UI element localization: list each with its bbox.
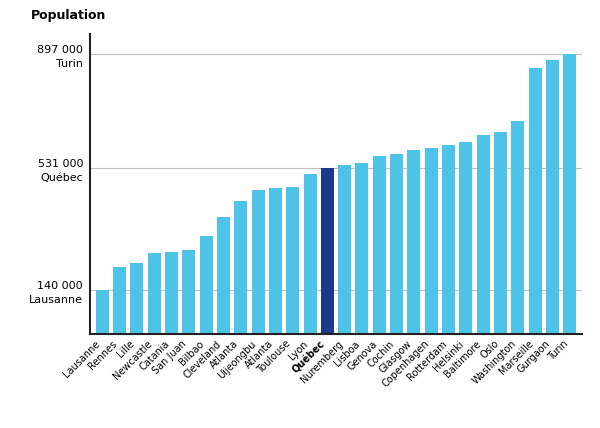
Bar: [304, 174, 317, 334]
Bar: [113, 267, 126, 334]
Bar: [442, 145, 455, 334]
Bar: [165, 252, 178, 334]
Bar: [321, 168, 334, 334]
Bar: [563, 54, 577, 334]
Text: Population: Population: [31, 9, 106, 22]
Bar: [148, 253, 161, 334]
Bar: [355, 163, 368, 334]
Bar: [373, 156, 386, 334]
Bar: [251, 190, 265, 334]
Bar: [130, 263, 143, 334]
Bar: [494, 132, 507, 334]
Bar: [234, 201, 247, 334]
Bar: [217, 217, 230, 334]
Bar: [407, 150, 421, 334]
Bar: [529, 68, 542, 334]
Bar: [425, 148, 438, 334]
Bar: [460, 142, 472, 334]
Bar: [200, 235, 212, 334]
Bar: [546, 60, 559, 334]
Bar: [269, 188, 282, 334]
Bar: [390, 154, 403, 334]
Bar: [182, 250, 195, 334]
Bar: [511, 121, 524, 334]
Bar: [286, 187, 299, 334]
Bar: [338, 165, 351, 334]
Bar: [95, 290, 109, 334]
Bar: [477, 135, 490, 334]
